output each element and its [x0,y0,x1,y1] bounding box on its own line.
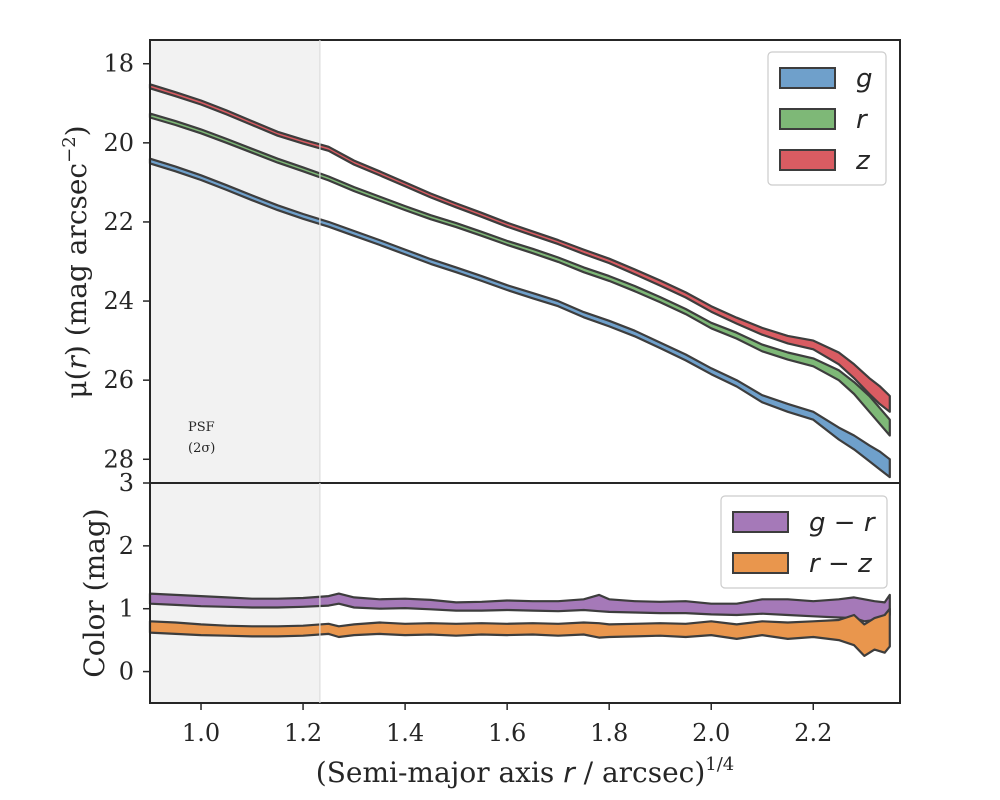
x-tick-label: 2.0 [692,719,730,747]
legend-swatch [732,511,789,533]
y-tick-label: 20 [103,129,134,157]
legend-label: g [856,64,873,94]
legend-swatch [779,108,836,130]
psf-region [150,483,320,703]
legend: grz [767,51,887,186]
y-axis-ticks: 18 20 22 24 26 28 [103,50,150,473]
y-tick-label: 24 [103,287,134,315]
legend-label: g − r [809,508,877,538]
y-tick-label: 28 [103,445,134,473]
psf-region [150,40,320,483]
surface-brightness-panel: 18 20 22 24 26 28 grz PSF (2σ) [103,39,901,484]
legend-label: r − z [809,549,873,579]
legend-swatch [779,149,836,171]
y-axis-label: μ(r) (mag arcsec−2) [59,125,93,398]
legend-label: z [855,146,871,176]
legend-swatch [779,67,836,89]
y-tick-label: 2 [119,532,134,560]
series-band-rz [148,607,891,657]
psf-sigma-label: (2σ) [188,441,215,456]
x-tick-label: 2.2 [794,719,832,747]
y-tick-label: 26 [103,366,134,394]
y-axis-label: Color (mag) [78,508,111,677]
legend-swatch [732,552,789,574]
legend: g − r r − z [720,495,888,589]
color-series [148,592,891,657]
x-tick-label: 1.4 [386,719,424,747]
x-tick-label: 1.8 [590,719,628,747]
color-panel: 0 1 2 3 1.0 1.2 1.4 1.6 1.8 2.0 2.2 g − r r − z [119,469,901,747]
x-tick-label: 1.6 [488,719,526,747]
x-tick-label: 1.2 [284,719,322,747]
surface-brightness-series [148,83,891,479]
plot-frame [149,482,901,704]
x-axis-label: (Semi-major axis r / arcsec)1/4 [316,754,734,789]
psf-label: PSF [188,420,215,435]
y-axis-ticks: 0 1 2 3 [119,469,150,686]
y-tick-label: 18 [103,50,134,78]
series-band-g [148,157,891,479]
x-tick-label: 1.0 [182,719,220,747]
series-band-r [148,112,891,437]
y-tick-label: 0 [119,658,134,686]
y-tick-label: 22 [103,208,134,236]
series-band-z [148,83,891,413]
y-tick-label: 3 [119,469,134,497]
y-tick-label: 1 [119,595,134,623]
legend-label: r [856,105,869,135]
x-axis-ticks: 1.0 1.2 1.4 1.6 1.8 2.0 2.2 [182,703,832,747]
